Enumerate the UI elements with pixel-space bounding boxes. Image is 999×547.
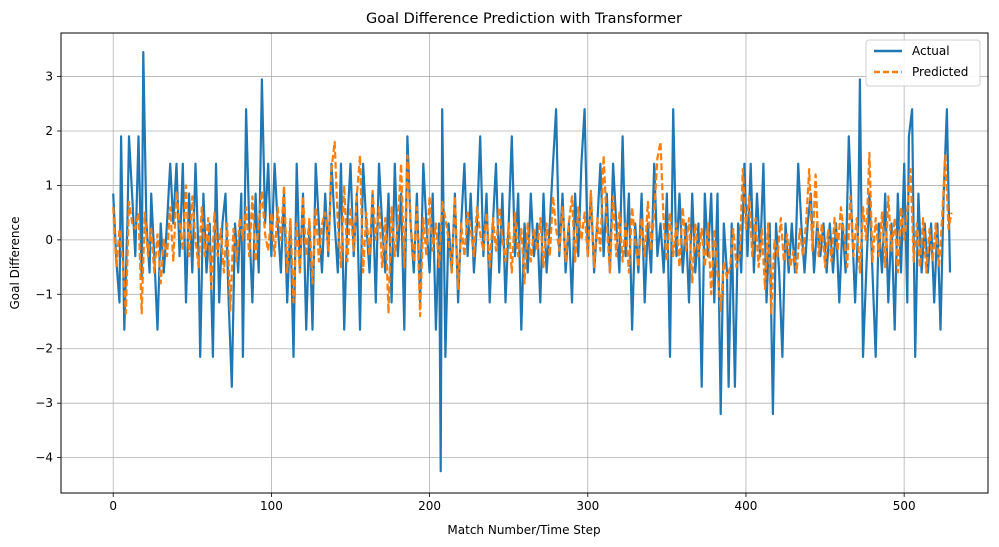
x-tick-label: 400 xyxy=(735,499,758,513)
chart-title: Goal Difference Prediction with Transfor… xyxy=(366,11,682,27)
x-tick-label: 200 xyxy=(418,499,441,513)
y-tick-label: 0 xyxy=(45,233,53,247)
y-tick-label: −2 xyxy=(35,342,53,356)
y-tick-label: 2 xyxy=(45,124,53,138)
x-tick-label: 0 xyxy=(109,499,117,513)
ticks: 0 100 200 300 400 500 −4 −3 −2 −1 0 1 2 3 xyxy=(35,70,915,513)
legend: Actual Predicted xyxy=(865,39,981,87)
x-tick-label: 100 xyxy=(260,499,283,513)
series-line-actual xyxy=(112,50,952,473)
y-axis-label: Goal Difference xyxy=(8,216,22,309)
plot-frame xyxy=(60,32,989,494)
series-group xyxy=(112,50,953,473)
legend-label-actual: Actual xyxy=(912,44,950,58)
y-tick-label: −1 xyxy=(35,287,53,301)
x-tick-label: 300 xyxy=(576,499,599,513)
y-tick-label: 3 xyxy=(45,70,53,84)
y-tick-label: −4 xyxy=(35,451,53,465)
x-tick-label: 500 xyxy=(893,499,916,513)
y-tick-label: −3 xyxy=(35,396,53,410)
y-tick-label: 1 xyxy=(45,178,53,192)
legend-label-predicted: Predicted xyxy=(912,65,968,79)
series-line-predicted xyxy=(112,140,953,318)
x-axis-label: Match Number/Time Step xyxy=(447,523,600,537)
